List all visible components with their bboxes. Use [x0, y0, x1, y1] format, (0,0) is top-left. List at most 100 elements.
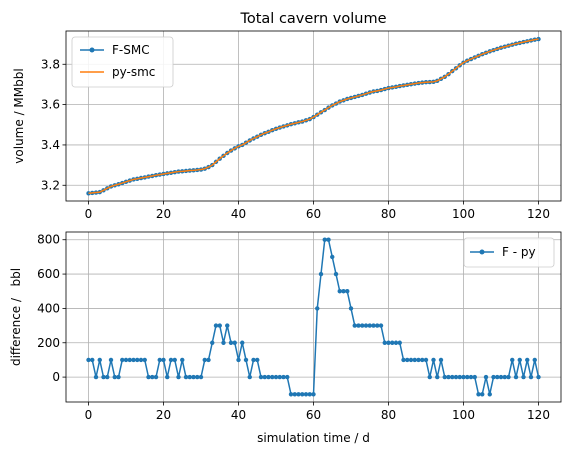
data-point-f-py — [502, 374, 507, 380]
data-point-f-py — [191, 374, 196, 380]
data-point-f-py — [495, 374, 500, 380]
data-point-f-py — [228, 340, 234, 345]
data-point-f-py — [390, 340, 395, 345]
data-point-f-py — [150, 374, 155, 380]
volume-chart-series — [86, 36, 541, 196]
data-point-f-py — [176, 374, 181, 380]
x-tick-label: 0 — [85, 207, 93, 221]
difference-chart-legend: F - py — [463, 237, 555, 268]
data-point-f-py — [277, 374, 282, 380]
data-point-f-py — [303, 392, 309, 397]
data-point-f-py — [198, 374, 204, 380]
data-point-f-py — [266, 374, 271, 380]
y-tick-label: 600 — [37, 267, 60, 281]
x-tick-label: 20 — [156, 408, 171, 422]
data-point-f-py — [408, 357, 414, 363]
data-point-f-py — [446, 374, 451, 380]
data-point-f-py — [412, 357, 417, 363]
data-point-f-py — [221, 340, 226, 345]
data-point-f-py — [423, 357, 429, 363]
data-point-f-py — [345, 289, 350, 294]
data-point-f-py — [367, 323, 372, 328]
data-point-f-py — [352, 323, 357, 328]
data-point-f-py — [468, 374, 474, 380]
data-point-f-py — [438, 357, 444, 363]
data-point-f-py — [213, 323, 219, 328]
y-tick-label: 400 — [37, 301, 60, 315]
data-point-f-py — [378, 323, 384, 328]
legend-fpy-marker — [479, 249, 485, 255]
data-point-f-py — [292, 392, 297, 397]
data-point-f-py — [142, 357, 147, 363]
data-point-f-py — [258, 374, 264, 380]
data-point-f-py — [127, 357, 132, 363]
data-point-f-py — [371, 323, 376, 328]
x-tick-label: 80 — [381, 408, 396, 422]
data-point-f-py — [210, 340, 215, 345]
data-point-f-py — [326, 237, 331, 242]
data-point-f-py — [513, 374, 519, 380]
data-point-f-py — [420, 357, 425, 363]
data-point-f-py — [453, 374, 459, 380]
y-tick-label: 0 — [52, 370, 60, 384]
volume-chart-x-ticks: 0 20 40 60 80 100 120 — [85, 201, 550, 221]
data-point-f-py — [382, 340, 387, 345]
data-point-f-py — [401, 357, 406, 363]
x-tick-label: 80 — [381, 207, 396, 221]
data-point-f-py — [521, 374, 526, 380]
data-point-f-py — [262, 374, 267, 380]
data-point-f-py — [315, 306, 320, 311]
x-tick-label: 60 — [306, 408, 321, 422]
difference-chart-x-ticks: 0 20 40 60 80 100 120 — [85, 402, 550, 422]
data-point-f-py — [240, 340, 245, 345]
difference-chart-y-axis-label: difference / bbl — [9, 268, 23, 366]
data-point-f-py — [131, 357, 136, 363]
data-point-f-py — [108, 357, 114, 363]
data-point-f-py — [195, 374, 200, 380]
data-point-f-py — [168, 357, 174, 363]
data-point-f-py — [431, 357, 436, 363]
data-point-f-py — [105, 374, 110, 380]
legend-fpy-label: F - py — [502, 245, 536, 259]
data-point-f-py — [348, 306, 354, 311]
data-point-f-py — [330, 254, 335, 260]
y-tick-label: 3.4 — [41, 138, 60, 152]
data-point-f-py — [300, 392, 305, 397]
data-point-f-py — [255, 357, 260, 363]
data-point-f-py — [528, 374, 534, 380]
data-point-f-py — [101, 374, 106, 380]
data-point-f-py — [483, 374, 489, 380]
data-point-f-py — [153, 374, 159, 380]
data-point-f-py — [288, 392, 294, 397]
data-point-f-py — [416, 357, 421, 363]
x-tick-label: 0 — [85, 408, 93, 422]
series-line-py-smc — [88, 38, 539, 195]
volume-chart-y-axis-label: volume / MMbbl — [12, 68, 26, 163]
legend-fsmc-label: F-SMC — [112, 43, 150, 57]
x-tick-label: 120 — [527, 408, 550, 422]
legend-fsmc-marker — [89, 47, 95, 53]
data-point-f-py — [318, 271, 324, 277]
difference-chart-y-ticks: 0 200 400 600 800 — [37, 233, 66, 384]
data-point-f-py — [236, 357, 241, 363]
data-point-f-py — [146, 374, 151, 380]
data-point-f-py — [307, 392, 312, 397]
data-point-f-py — [180, 357, 185, 363]
y-tick-label: 3.8 — [41, 57, 60, 71]
data-point-f-py — [123, 357, 129, 363]
data-point-f-py — [465, 374, 470, 380]
data-point-f-py — [243, 357, 249, 363]
data-point-f-py — [202, 357, 207, 363]
data-point-f-py — [337, 289, 342, 294]
data-point-f-py — [270, 374, 275, 380]
x-tick-label: 40 — [231, 408, 246, 422]
data-point-f-py — [393, 340, 399, 345]
volume-chart-title: Total cavern volume — [239, 11, 386, 27]
y-tick-label: 200 — [37, 336, 60, 350]
data-point-f-py — [461, 374, 466, 380]
data-point-f-py — [285, 374, 290, 380]
data-point-f-py — [135, 357, 140, 363]
data-point-f-py — [510, 357, 515, 363]
difference-chart: 0 20 40 60 80 100 120 0 200 400 600 800 simulation… — [9, 231, 562, 445]
data-point-f-py — [206, 357, 211, 363]
